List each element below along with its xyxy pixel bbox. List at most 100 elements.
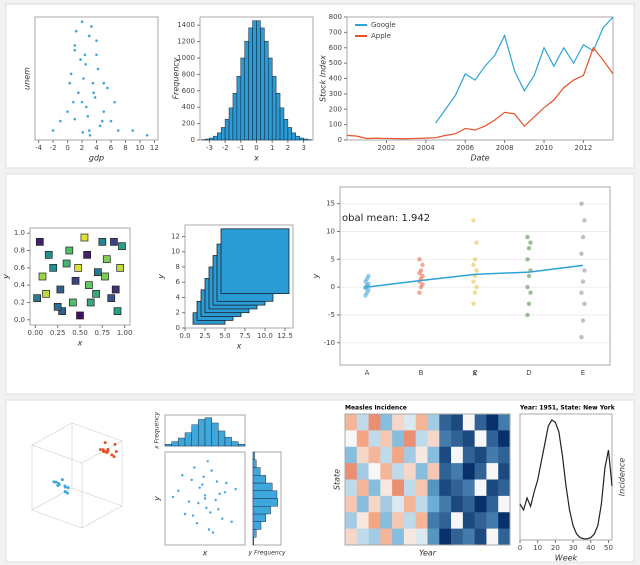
bar (220, 127, 226, 141)
point (102, 81, 106, 85)
y-tick-label: 10 (326, 228, 335, 236)
point (171, 495, 175, 499)
y-tick-label: 800 (182, 70, 195, 78)
point (190, 478, 193, 482)
point (73, 48, 77, 52)
point (42, 289, 50, 298)
point (116, 129, 120, 132)
bar (232, 93, 238, 141)
point (582, 218, 587, 223)
y-tick-label: 8 (176, 263, 180, 271)
point (471, 262, 476, 268)
point (76, 311, 84, 320)
point (85, 281, 93, 290)
bar (238, 444, 246, 447)
point (202, 475, 205, 478)
point (38, 272, 47, 281)
line (435, 16, 614, 124)
bar (164, 444, 172, 447)
x-tick-label: 0.50 (72, 329, 88, 337)
point (53, 302, 62, 311)
line (346, 46, 614, 140)
point (193, 466, 196, 469)
cell (486, 463, 499, 480)
bar (231, 441, 239, 447)
cell (451, 414, 464, 431)
point (90, 25, 93, 28)
point (60, 478, 64, 482)
point (195, 522, 199, 525)
plot-frame (164, 451, 246, 546)
point (96, 67, 100, 71)
x-tick-label: A (365, 369, 370, 377)
point (69, 298, 77, 307)
cell (451, 446, 464, 464)
cell (356, 414, 369, 431)
x-tick-label: -2 (222, 144, 229, 152)
cell (356, 528, 369, 546)
point (87, 129, 91, 132)
y-tick-label: 0 (338, 136, 342, 144)
cell (486, 430, 499, 448)
y-tick-label: 1400 (177, 21, 195, 29)
x-tick-label: 2008 (496, 144, 514, 152)
cell (427, 479, 440, 497)
x-tick-label: E (581, 369, 585, 377)
cell (498, 430, 511, 448)
point (74, 29, 78, 33)
point (579, 201, 584, 206)
legend-label: Google (371, 21, 396, 29)
bar (252, 529, 257, 538)
point (84, 63, 87, 66)
point (110, 238, 118, 246)
cell (345, 463, 358, 480)
y-tick-label: 0.0 (14, 316, 25, 324)
bar (236, 75, 242, 141)
cell (368, 430, 381, 448)
y-axis-label: Frequency (172, 57, 181, 99)
x-tick-label: 2 (286, 144, 290, 152)
point (145, 133, 149, 137)
cell (345, 495, 358, 513)
point (471, 218, 476, 223)
bar (211, 422, 219, 447)
bar (213, 135, 218, 141)
cell (356, 495, 369, 513)
point (472, 257, 478, 262)
point (472, 290, 478, 295)
cell (486, 479, 499, 497)
x-tick-label: 12 (150, 144, 159, 152)
cell (451, 479, 464, 497)
point (99, 448, 102, 452)
cell (474, 430, 487, 448)
mean-line (366, 264, 584, 288)
point (44, 250, 53, 259)
y-axis-label: y (157, 274, 166, 280)
x-tick-label: 0 (65, 144, 69, 152)
x-tick-label: 0.75 (95, 329, 111, 337)
point (191, 514, 195, 517)
cell (439, 479, 452, 497)
point (118, 242, 126, 251)
cell (392, 430, 405, 448)
point (112, 455, 116, 459)
x-axis-label: x (77, 339, 83, 348)
point (223, 491, 227, 494)
point (582, 301, 587, 307)
bar (252, 459, 257, 468)
point (98, 124, 102, 128)
y-tick-label: 400 (329, 75, 342, 83)
point (131, 129, 134, 132)
y-tick-label: 800 (329, 13, 342, 21)
point (92, 289, 100, 298)
cell (462, 528, 475, 546)
bar (279, 107, 285, 141)
cell (415, 430, 428, 448)
cell (462, 512, 475, 529)
point (110, 453, 114, 457)
bar (275, 93, 281, 141)
x-axis-label: gdp (89, 154, 104, 163)
point (66, 486, 70, 490)
cell (474, 495, 487, 513)
box-edge (31, 444, 83, 464)
